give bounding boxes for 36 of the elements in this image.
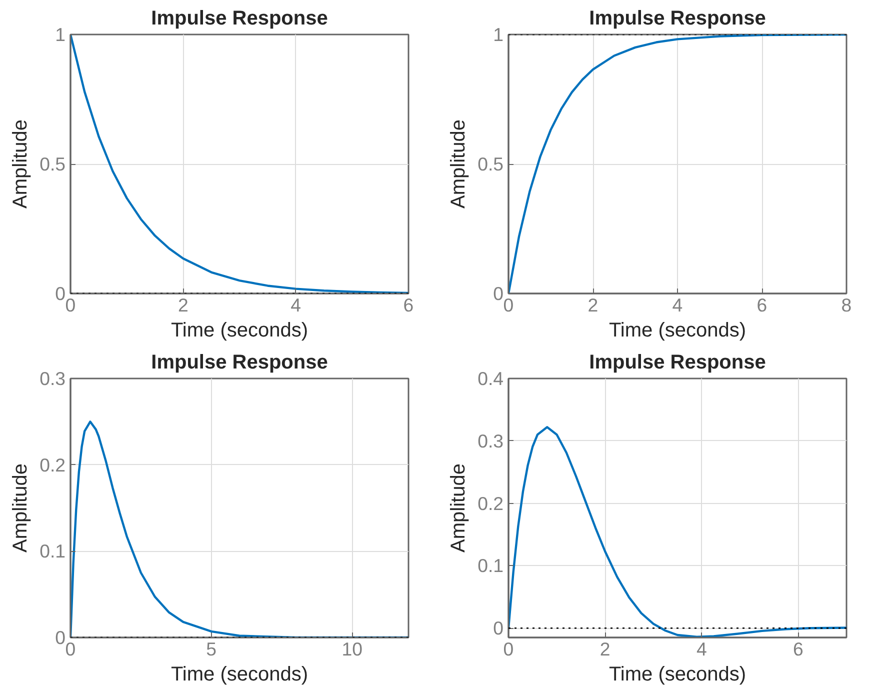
x-axis-title: Time (seconds): [608, 664, 746, 686]
x-tick-label: 4: [672, 294, 683, 316]
x-tick-label: 2: [600, 638, 610, 660]
y-axis-title: Amplitude: [10, 120, 32, 208]
x-tick-label: 2: [588, 294, 598, 316]
y-tick-label: 0.2: [40, 454, 66, 476]
y-tick-label: 0.2: [478, 492, 504, 514]
x-axis-title: Time (seconds): [170, 320, 308, 342]
y-axis-title: Amplitude: [448, 464, 470, 552]
x-tick-label: 10: [342, 638, 363, 660]
x-tick-label: 5: [206, 638, 217, 660]
y-tick-label: 0.1: [40, 540, 66, 562]
chart-title: Impulse Response: [589, 352, 766, 374]
x-tick-label: 6: [793, 638, 804, 660]
x-tick-label: 4: [696, 638, 707, 660]
y-axis-title: Amplitude: [10, 464, 32, 552]
y-tick-label: 0.1: [478, 555, 504, 576]
y-tick-label: 0.5: [40, 154, 66, 174]
x-axis-title: Time (seconds): [170, 664, 308, 686]
chart-title: Impulse Response: [151, 8, 328, 30]
chart-title: Impulse Response: [589, 8, 766, 30]
x-tick-label: 4: [290, 294, 302, 316]
y-tick-label: 1: [55, 24, 66, 45]
x-axis-title: Time (seconds): [608, 320, 746, 342]
x-tick-label: 6: [403, 294, 414, 316]
chart-title: Impulse Response: [151, 352, 328, 374]
y-tick-label: 0.5: [478, 154, 504, 174]
y-tick-label: 0.4: [478, 368, 504, 389]
x-tick-label: 2: [178, 294, 188, 316]
y-tick-label: 1: [493, 24, 504, 45]
y-tick-label: 0.3: [40, 368, 66, 389]
y-tick-label: 0.3: [478, 430, 504, 452]
x-tick-label: 8: [841, 294, 852, 316]
y-tick-label: 0: [493, 618, 504, 639]
x-tick-label: 6: [756, 294, 768, 316]
y-axis-title: Amplitude: [448, 120, 470, 208]
